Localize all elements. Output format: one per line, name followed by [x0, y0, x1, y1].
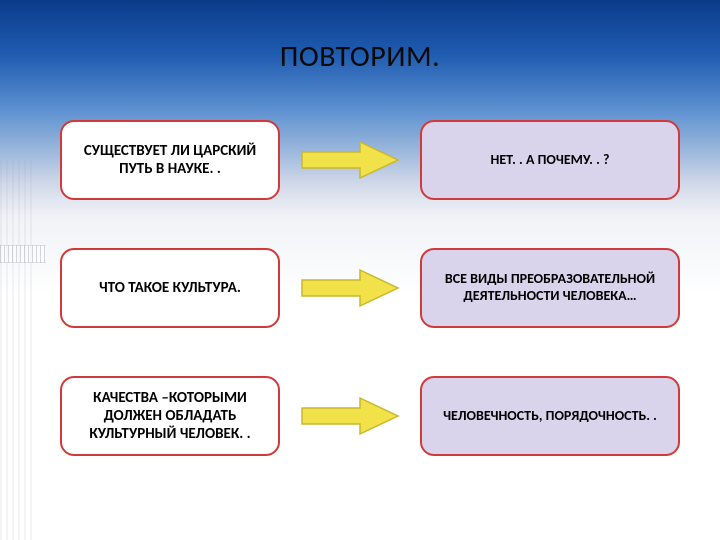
slide-title: ПОВТОРИМ. — [0, 38, 720, 75]
slide: ПОВТОРИМ. СУЩЕСТВУЕТ ЛИ ЦАРСКИЙ ПУТЬ В Н… — [0, 0, 720, 540]
answer-box-1: НЕТ. . А ПОЧЕМУ. . ? — [420, 120, 680, 200]
answer-box-3: ЧЕЛОВЕЧНОСТЬ, ПОРЯДОЧНОСТЬ. . — [420, 376, 680, 456]
answer-box-2: ВСЕ ВИДЫ ПРЕОБРАЗОВАТЕЛЬНОЙ ДЕЯТЕЛЬНОСТИ… — [420, 248, 680, 328]
question-box-2: ЧТО ТАКОЕ КУЛЬТУРА. — [60, 248, 280, 328]
decorative-ruler — [0, 245, 46, 263]
decorative-stripes — [0, 160, 32, 540]
question-box-3: КАЧЕСТВА –КОТОРЫМИ ДОЛЖЕН ОБЛАДАТЬ КУЛЬТ… — [60, 376, 280, 456]
question-box-1: СУЩЕСТВУЕТ ЛИ ЦАРСКИЙ ПУТЬ В НАУКЕ. . — [60, 120, 280, 200]
arrow-icon — [300, 396, 400, 436]
arrow-icon — [300, 268, 400, 308]
arrow-icon — [300, 140, 400, 180]
